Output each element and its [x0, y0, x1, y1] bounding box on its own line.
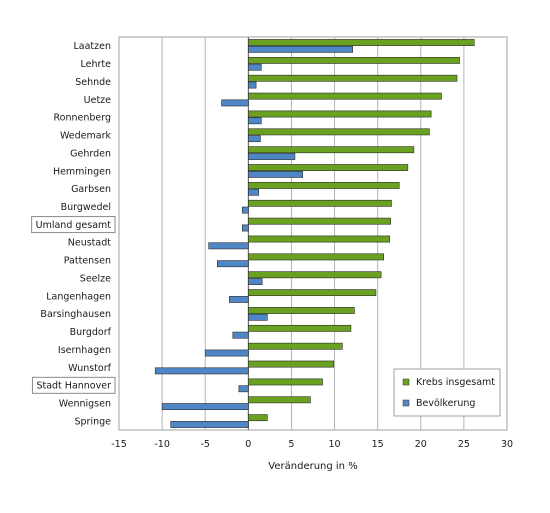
grid-lines [161, 37, 465, 430]
x-tick-label: 20 [415, 439, 427, 450]
category-label: Seelze [80, 273, 111, 284]
bar-bevoelkerung [170, 421, 249, 428]
bar-krebs [248, 128, 430, 136]
legend-box [393, 368, 501, 417]
bar-krebs [248, 199, 392, 207]
category-label-box [31, 216, 116, 234]
bars [154, 39, 475, 428]
category-label: Laatzen [73, 41, 111, 52]
category-label: Ronnenberg [53, 113, 111, 124]
bar-krebs [248, 396, 311, 404]
x-tick-label: -15 [111, 439, 127, 450]
legend-swatch-bevoelkerung [402, 399, 410, 407]
category-label: Pattensen [64, 256, 111, 267]
bar-bevoelkerung [248, 313, 268, 321]
bar-krebs [248, 92, 442, 100]
category-label: Langenhagen [46, 291, 111, 302]
tick-labels: -15 -10 -5 0 5 10 15 20 25 30 [111, 439, 513, 450]
x-tick-label: -10 [154, 439, 170, 450]
bar-bevoelkerung [248, 81, 257, 89]
bar-bevoelkerung [248, 170, 303, 178]
category-label: Springe [74, 416, 111, 427]
category-label: Sehnde [75, 77, 111, 88]
bar-bevoelkerung [248, 45, 353, 53]
category-label: Wedemark [60, 131, 112, 142]
category-label: Wennigsen [59, 399, 111, 410]
bar-bevoelkerung [238, 385, 249, 393]
bar-bevoelkerung [216, 260, 249, 268]
category-label: Isernhagen [58, 345, 111, 356]
bar-krebs [248, 182, 400, 189]
bar-krebs [248, 360, 334, 368]
category-label: Garbsen [71, 184, 111, 195]
x-tick-label: 5 [288, 439, 294, 450]
bar-krebs [248, 253, 385, 261]
legend: Krebs insgesamt Bevölkerung [393, 368, 501, 417]
bar-bevoelkerung [154, 367, 249, 375]
bar-krebs [248, 271, 382, 279]
bar-bevoelkerung [241, 206, 249, 214]
bar-krebs [248, 235, 391, 243]
bar-krebs [248, 414, 268, 422]
category-label: Lehrte [81, 59, 112, 70]
bar-bevoelkerung [248, 63, 262, 71]
bar-krebs [248, 56, 460, 64]
category-label: Hemmingen [53, 166, 111, 177]
bar-krebs [248, 342, 343, 350]
bar-krebs [248, 39, 475, 46]
bar-bevoelkerung [208, 242, 249, 250]
category-label-box [31, 376, 116, 394]
bar-bevoelkerung [229, 296, 249, 303]
x-tick-label: 0 [245, 439, 251, 450]
category-label: Wunstorf [68, 363, 111, 374]
bar-krebs [248, 378, 323, 386]
bar-bevoelkerung [248, 188, 259, 196]
bar-krebs [248, 289, 377, 297]
bar-bevoelkerung [248, 135, 261, 143]
x-tick-label: 25 [458, 439, 470, 450]
x-tick-label: 10 [329, 439, 341, 450]
bar-bevoelkerung [241, 224, 249, 232]
category-label: Neustadt [68, 238, 111, 249]
category-label: Gehrden [70, 148, 111, 159]
bar-krebs [248, 110, 432, 118]
category-label: Burgwedel [61, 202, 111, 213]
x-tick-label: 30 [501, 439, 513, 450]
bar-bevoelkerung [248, 278, 263, 285]
bar-krebs [248, 74, 458, 82]
bar-bevoelkerung [221, 99, 249, 107]
x-axis-title: Veränderung in % [268, 461, 357, 472]
bar-krebs [248, 164, 409, 171]
x-tick-label: -5 [200, 439, 209, 450]
bar-bevoelkerung [248, 153, 296, 160]
legend-swatch-krebs [402, 378, 410, 386]
x-tick-label: 15 [372, 439, 384, 450]
bar-krebs [248, 146, 415, 154]
bar-bevoelkerung [204, 349, 249, 357]
category-label: Burgdorf [70, 327, 112, 338]
category-label: Uetze [84, 95, 112, 106]
bar-bevoelkerung [232, 331, 249, 339]
bar-bevoelkerung [161, 403, 249, 411]
bar-krebs [248, 324, 352, 332]
category-labels: Laatzen Lehrte Sehnde Uetze Ronnenberg Wedema… [31, 41, 116, 427]
bar-krebs [248, 307, 355, 314]
legend-label-krebs: Krebs insgesamt [416, 377, 495, 388]
category-label: Stadt Hannover [36, 381, 111, 392]
legend-label-bevoelkerung: Bevölkerung [416, 398, 475, 409]
category-label: Barsinghausen [40, 309, 111, 320]
bar-krebs [248, 217, 391, 225]
category-label: Umland gesamt [36, 220, 112, 231]
bar-bevoelkerung [248, 117, 262, 125]
